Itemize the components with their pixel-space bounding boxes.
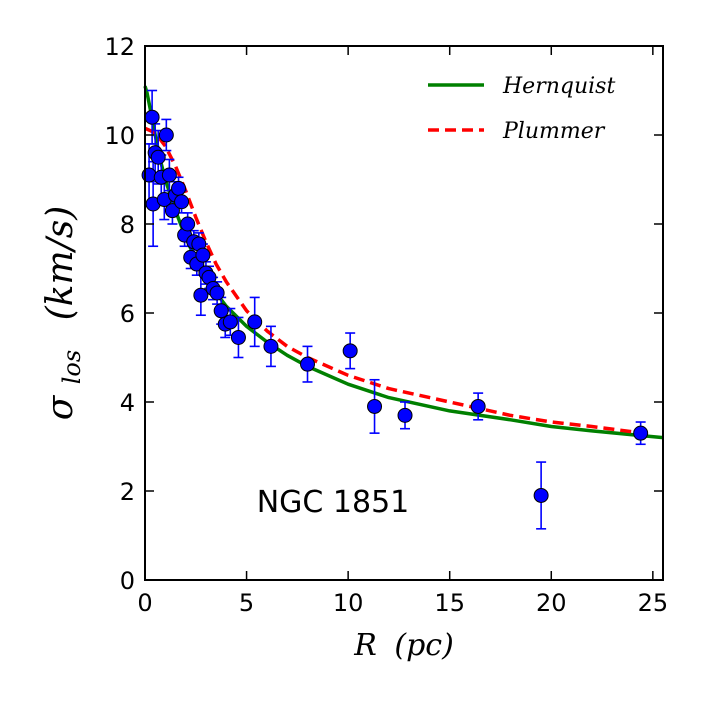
data-point	[213, 303, 229, 319]
data-point	[195, 247, 211, 263]
data-point	[164, 203, 180, 219]
y-tick-label: 10	[104, 122, 135, 150]
y-tick-label: 8	[120, 211, 135, 239]
x-tick-label: 15	[434, 589, 465, 617]
y-axis-label: σ los (km/s)	[40, 206, 89, 421]
data-point	[171, 180, 187, 196]
data-point	[230, 329, 246, 345]
data-point	[161, 167, 177, 183]
annotation-ngc-1851: NGC 1851	[257, 485, 410, 520]
data-point	[342, 343, 358, 359]
data-point	[367, 398, 383, 414]
legend: Hernquist Plummer	[428, 74, 615, 144]
y-tick-label: 0	[120, 567, 135, 595]
x-tick-label: 5	[239, 589, 254, 617]
plot-content	[141, 85, 664, 530]
data-point	[174, 194, 190, 210]
y-tick-label: 4	[120, 389, 135, 417]
y-axis-label-sub: los	[58, 350, 86, 384]
data-point	[222, 314, 238, 330]
y-tick-label: 6	[120, 300, 135, 328]
data-point	[533, 487, 549, 503]
legend-hernquist-label: Hernquist	[502, 74, 615, 99]
x-tick-label: 10	[333, 589, 364, 617]
data-point	[158, 127, 174, 143]
y-tick-label: 12	[104, 33, 135, 61]
y-axis-label-main: σ	[40, 394, 81, 420]
data-point	[263, 338, 279, 354]
series-line-plummer	[144, 126, 643, 435]
y-tick-label: 2	[120, 478, 135, 506]
data-point	[193, 287, 209, 303]
x-tick-label: 0	[137, 589, 152, 617]
data-point	[300, 356, 316, 372]
data-point	[150, 149, 166, 165]
data-point	[247, 314, 263, 330]
data-point	[633, 425, 649, 441]
data-point	[470, 398, 486, 414]
axis-ticks: 0 5 10 15 20 25 0 2 4 6 8 10 12	[104, 33, 668, 617]
y-axis-label-unit: (km/s)	[40, 206, 81, 321]
legend-plummer-label: Plummer	[502, 119, 606, 144]
x-tick-label: 20	[536, 589, 567, 617]
x-axis-label: R (pc)	[353, 628, 454, 663]
data-point	[209, 285, 225, 301]
x-axis-label-unit: (pc)	[394, 628, 453, 663]
data-point	[144, 109, 160, 125]
data-point	[180, 216, 196, 232]
x-axis-label-main: R	[353, 628, 377, 663]
data-point	[397, 407, 413, 423]
x-tick-label: 25	[638, 589, 669, 617]
